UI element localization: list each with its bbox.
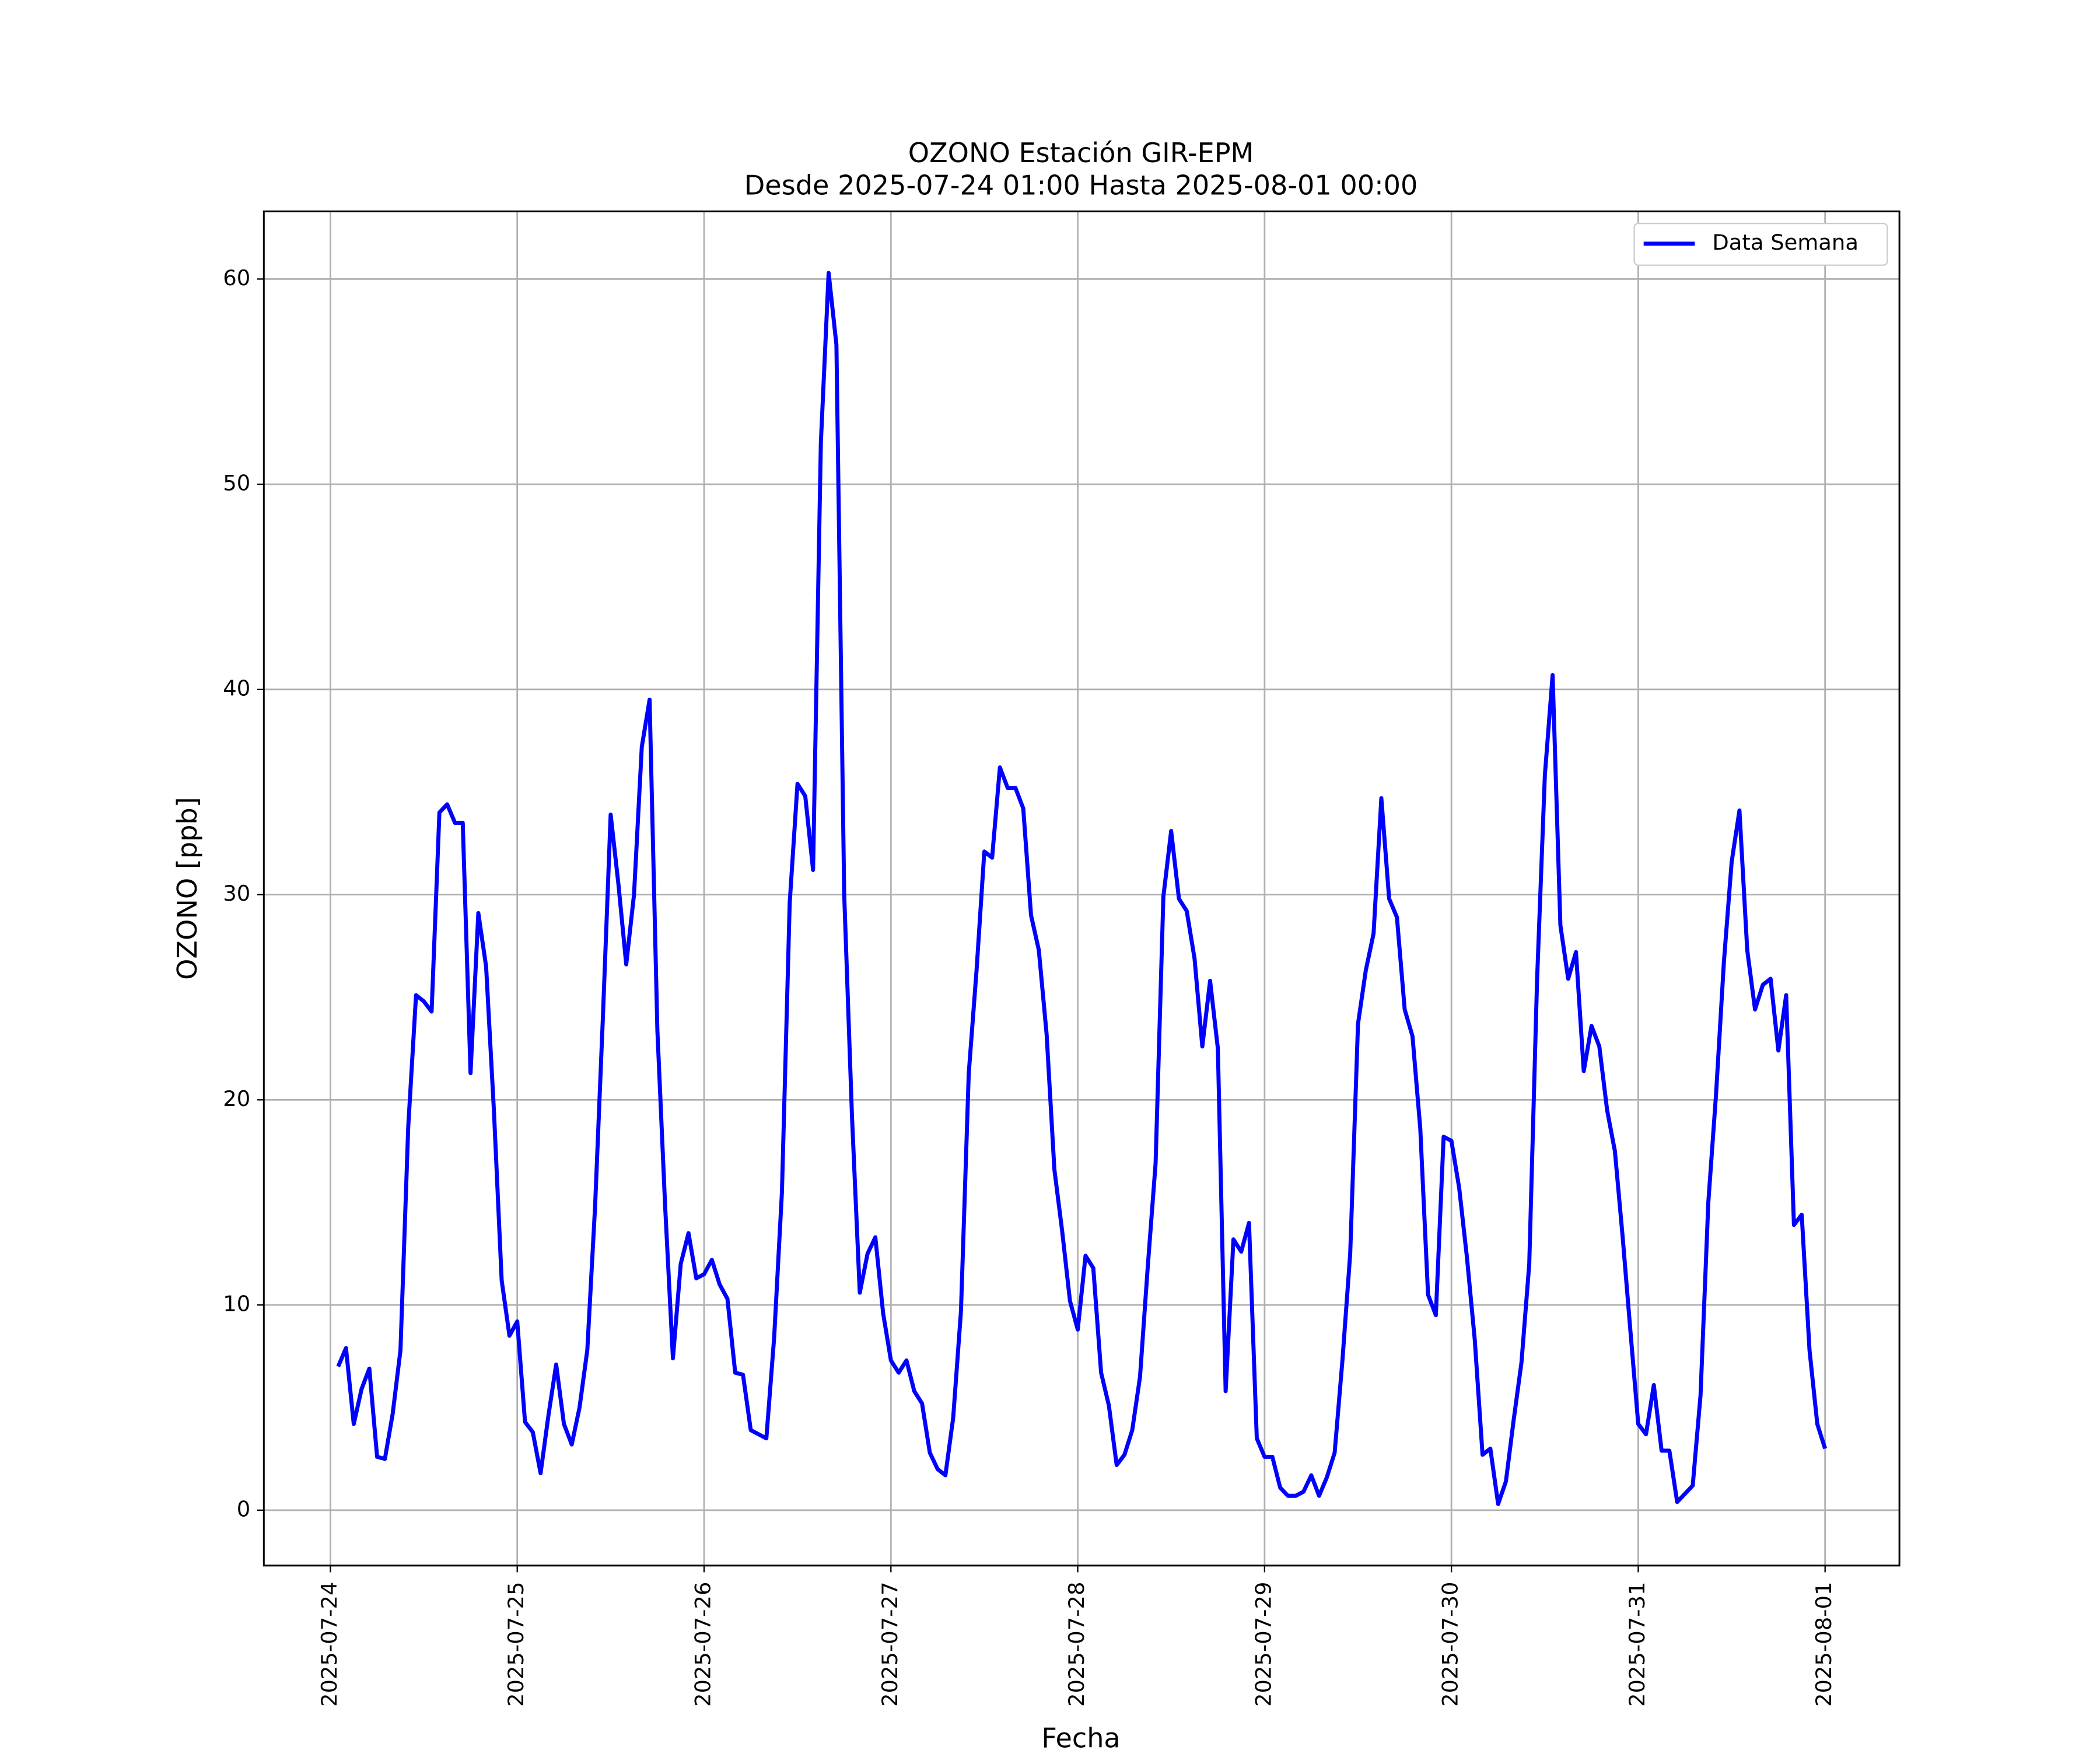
x-tick-label: 2025-07-27 <box>877 1582 902 1707</box>
chart-subtitle: Desde 2025-07-24 01:00 Hasta 2025-08-01 … <box>744 169 1418 201</box>
y-axis-label: OZONO [ppb] <box>172 797 203 980</box>
y-tick-label: 10 <box>223 1292 250 1317</box>
legend-box <box>1633 222 1888 266</box>
legend-label: Data Semana <box>1712 230 1859 255</box>
x-tick-label: 2025-07-30 <box>1438 1582 1463 1707</box>
chart-title: OZONO Estación GIR-EPM <box>908 137 1254 169</box>
x-tick-label: 2025-07-24 <box>317 1582 342 1707</box>
x-tick-label: 2025-07-25 <box>503 1582 528 1707</box>
x-axis-label: Fecha <box>1041 1722 1120 1750</box>
y-tick-label: 60 <box>223 265 250 290</box>
x-tick-label: 2025-08-01 <box>1811 1582 1836 1707</box>
y-tick-label: 30 <box>223 881 250 906</box>
x-tick-label: 2025-07-29 <box>1251 1582 1276 1707</box>
y-tick-label: 50 <box>223 471 250 496</box>
x-tick-label: 2025-07-28 <box>1064 1582 1089 1707</box>
data-line <box>336 271 1828 1506</box>
y-tick-label: 20 <box>223 1086 250 1111</box>
legend: Data Semana <box>1633 222 1888 266</box>
plot-frame <box>262 210 1901 1567</box>
y-tick-label: 0 <box>237 1496 250 1521</box>
x-tick-label: 2025-07-31 <box>1625 1582 1650 1707</box>
y-tick-label: 40 <box>223 676 250 701</box>
x-tick-label: 2025-07-26 <box>690 1582 715 1707</box>
